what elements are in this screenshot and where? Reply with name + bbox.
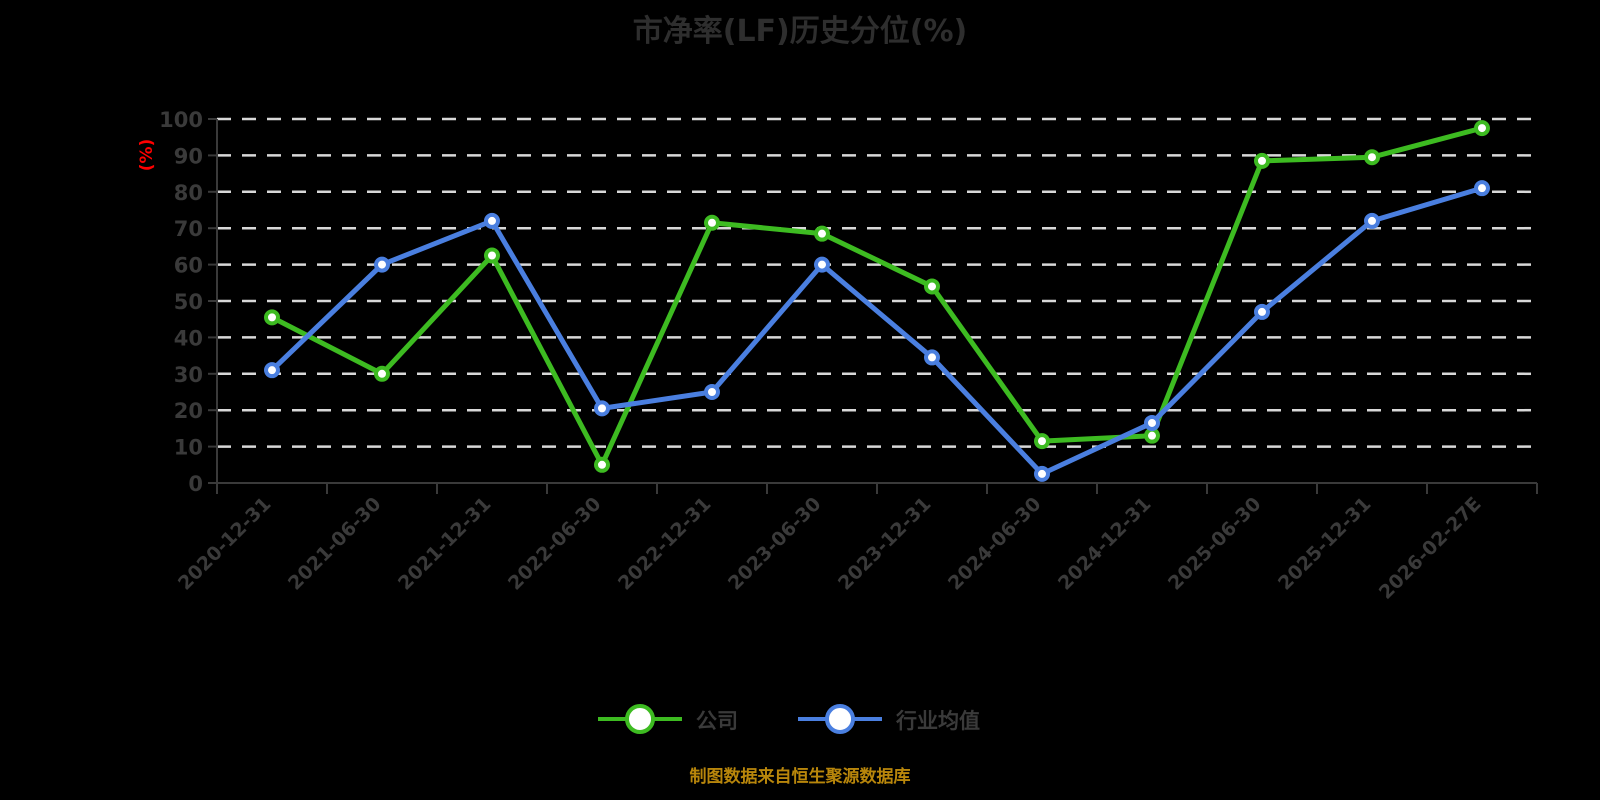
data-point[interactable] bbox=[814, 256, 830, 273]
x-tick-label: 2023-06-30 bbox=[724, 493, 826, 595]
y-tick-label: 100 bbox=[159, 108, 203, 132]
data-point[interactable] bbox=[1474, 120, 1490, 137]
data-point[interactable] bbox=[1144, 427, 1160, 444]
gridlines bbox=[217, 117, 1537, 448]
data-point[interactable] bbox=[924, 278, 940, 295]
legend-item-company[interactable]: 公司 bbox=[598, 704, 738, 734]
legend-marker bbox=[825, 704, 855, 734]
legend-marker bbox=[625, 704, 655, 734]
y-tick-label: 20 bbox=[174, 399, 203, 423]
x-tick-label: 2023-12-31 bbox=[834, 493, 936, 595]
x-axis-ticks: 2020-12-31 2021-06-30 2021-12-31 2022-06-30… bbox=[174, 483, 1538, 604]
data-point[interactable] bbox=[1254, 303, 1270, 320]
data-point[interactable] bbox=[484, 212, 500, 229]
series-line-company bbox=[269, 125, 1485, 468]
legend-item-industry[interactable]: 行业均值 bbox=[798, 704, 980, 734]
series-lines bbox=[269, 125, 1485, 477]
y-tick-label: 80 bbox=[174, 181, 203, 205]
data-point[interactable] bbox=[264, 309, 280, 326]
data-point[interactable] bbox=[1034, 465, 1050, 482]
data-point[interactable] bbox=[814, 225, 830, 242]
data-point[interactable] bbox=[1144, 414, 1160, 431]
y-tick-label: 10 bbox=[174, 436, 203, 460]
y-axis-ticks: 0 10 20 30 40 50 60 70 80 90 100 bbox=[159, 108, 217, 496]
legend-label: 公司 bbox=[696, 709, 738, 733]
data-point[interactable] bbox=[374, 365, 390, 382]
y-tick-label: 0 bbox=[188, 472, 203, 496]
data-point[interactable] bbox=[374, 256, 390, 273]
data-point[interactable] bbox=[924, 349, 940, 366]
series-points bbox=[264, 120, 1490, 482]
x-tick-label: 2024-06-30 bbox=[944, 493, 1046, 595]
page-title: 市净率(LF)历史分位(%) bbox=[632, 14, 968, 49]
y-tick-label: 50 bbox=[174, 290, 203, 314]
x-tick-label: 2021-12-31 bbox=[394, 493, 496, 595]
y-axis-unit-text: (%) bbox=[137, 139, 157, 172]
data-point[interactable] bbox=[484, 247, 500, 264]
data-point[interactable] bbox=[264, 362, 280, 379]
y-axis-unit-label: (%) bbox=[137, 139, 157, 172]
x-tick-label: 2024-12-31 bbox=[1054, 493, 1156, 595]
data-point[interactable] bbox=[1034, 433, 1050, 450]
y-tick-label: 70 bbox=[174, 217, 203, 241]
data-point[interactable] bbox=[1474, 180, 1490, 197]
series-line-industry bbox=[269, 185, 1485, 477]
y-tick-label: 90 bbox=[174, 144, 203, 168]
data-point[interactable] bbox=[1364, 212, 1380, 229]
x-tick-label: 2020-12-31 bbox=[174, 493, 276, 595]
x-tick-label: 2026-02-27E bbox=[1375, 493, 1486, 604]
x-tick-label: 2025-06-30 bbox=[1164, 493, 1266, 595]
legend-label: 行业均值 bbox=[895, 709, 980, 733]
chart-legend[interactable]: 公司 行业均值 bbox=[598, 704, 980, 734]
x-tick-label: 2022-06-30 bbox=[504, 493, 606, 595]
y-tick-label: 60 bbox=[174, 254, 203, 278]
data-point[interactable] bbox=[1364, 149, 1380, 166]
y-tick-label: 40 bbox=[174, 326, 203, 350]
data-point[interactable] bbox=[594, 400, 610, 417]
data-point[interactable] bbox=[704, 214, 720, 231]
x-tick-label: 2022-12-31 bbox=[614, 493, 716, 595]
data-point[interactable] bbox=[704, 384, 720, 400]
x-tick-label: 2021-06-30 bbox=[284, 493, 386, 595]
footer-source-note: 制图数据来自恒生聚源数据库 bbox=[689, 767, 911, 787]
x-tick-label: 2025-12-31 bbox=[1274, 493, 1376, 595]
y-tick-label: 30 bbox=[174, 363, 203, 387]
data-point[interactable] bbox=[1254, 152, 1270, 169]
data-point[interactable] bbox=[594, 456, 610, 473]
